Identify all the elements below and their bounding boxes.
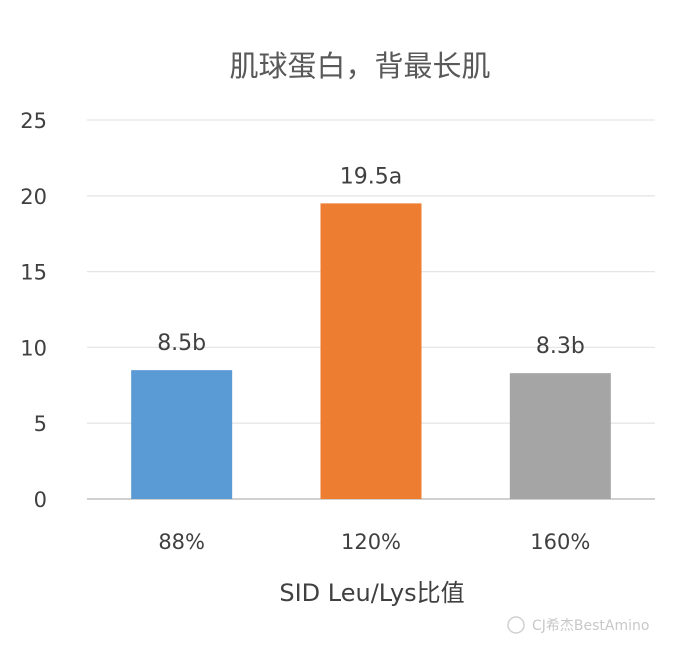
bar-88pct — [131, 370, 233, 499]
y-tick-label: 5 — [34, 412, 47, 436]
x-tick-label: 160% — [530, 530, 590, 554]
data-label: 8.5b — [157, 331, 206, 356]
x-tick-label: 120% — [341, 530, 401, 554]
watermark-text: CJ希杰BestAmino — [532, 618, 649, 634]
x-tick-label: 88% — [158, 530, 205, 554]
watermark: CJ希杰BestAmino — [507, 616, 649, 634]
x-axis-title: SID Leu/Lys比值 — [279, 579, 464, 607]
y-tick-label: 20 — [20, 185, 47, 209]
y-tick-label: 10 — [20, 336, 47, 360]
wechat-icon — [507, 616, 525, 634]
data-label: 8.3b — [536, 334, 585, 359]
y-tick-label: 15 — [20, 261, 47, 285]
chart-title: 肌球蛋白，背最长肌 — [229, 49, 490, 83]
bar-160pct — [509, 373, 611, 499]
y-tick-label: 0 — [34, 488, 47, 512]
y-tick-label: 25 — [20, 109, 47, 133]
bar-120pct — [320, 203, 422, 499]
data-label: 19.5a — [340, 164, 402, 189]
